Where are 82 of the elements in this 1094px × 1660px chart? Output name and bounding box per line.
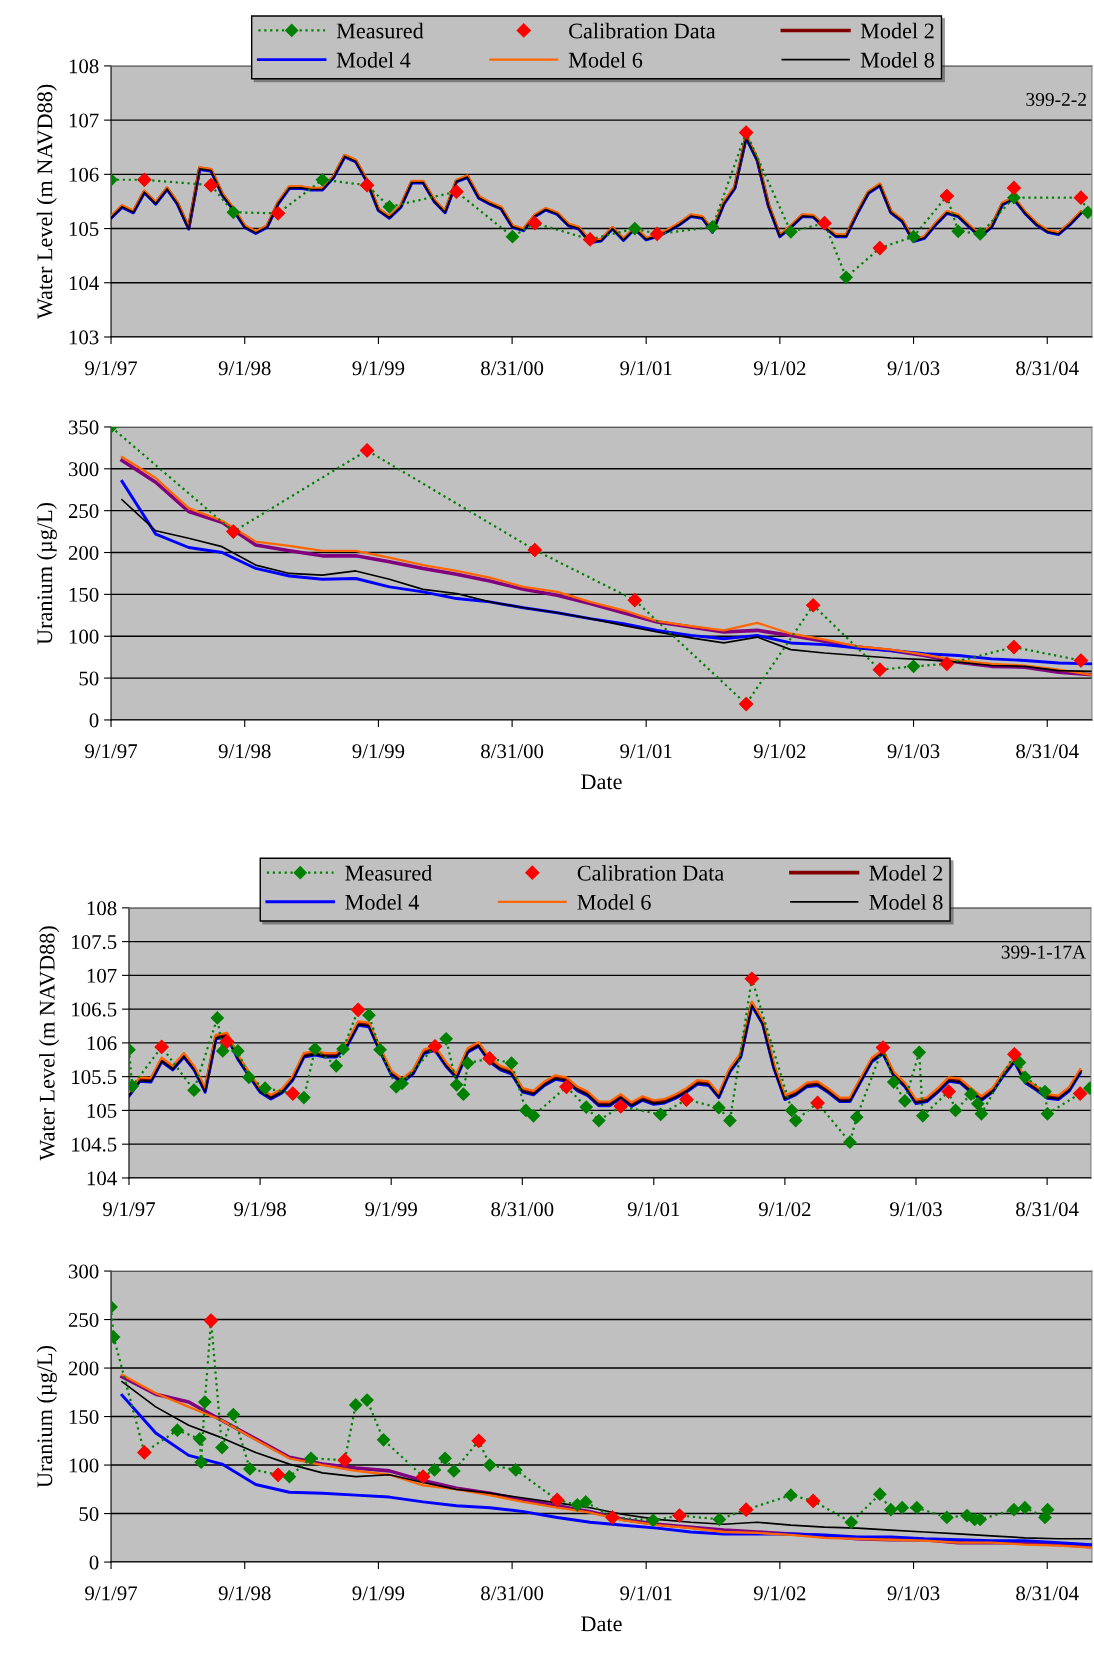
- x-tick-label: 8/31/00: [481, 361, 544, 376]
- y-tick-label: 105.5: [72, 1070, 117, 1085]
- y-tick-label: 105: [87, 1103, 117, 1118]
- x-tick-label: 8/31/04: [1016, 1202, 1079, 1217]
- y-tick-label: 0: [89, 1555, 99, 1570]
- y-tick-label: 0: [89, 713, 99, 728]
- y-tick-label: 106: [69, 167, 99, 182]
- x-tick-label: 8/31/04: [1016, 361, 1079, 376]
- y-tick-label: 106.5: [72, 1002, 117, 1017]
- x-tick-label: 9/1/01: [627, 1202, 680, 1217]
- y-tick-label: 103: [69, 330, 99, 345]
- x-tick-label: 9/1/98: [218, 1586, 271, 1601]
- x-tick-label: 9/1/03: [887, 361, 940, 376]
- x-tick-label: 8/31/00: [481, 1586, 544, 1601]
- legend-label: Model 4: [336, 52, 411, 68]
- y-axis-title: Water Level (m NAVD88): [39, 926, 60, 1161]
- x-tick-label: 9/1/03: [890, 1202, 942, 1217]
- x-tick-label: 9/1/97: [103, 1202, 156, 1217]
- legend-label: Model 6: [568, 52, 643, 68]
- x-tick-label: 8/31/00: [481, 744, 544, 759]
- legend-label: Measured: [336, 22, 424, 39]
- y-tick-label: 150: [69, 1409, 99, 1424]
- y-tick-label: 108: [69, 59, 99, 74]
- legend-label: Model 8: [860, 52, 934, 68]
- x-tick-label: 9/1/02: [758, 1202, 811, 1217]
- y-tick-label: 107.5: [72, 934, 117, 950]
- y-tick-label: 107: [69, 113, 99, 128]
- x-tick-label: 9/1/03: [887, 1586, 940, 1601]
- y-tick-label: 350: [68, 420, 99, 435]
- legend-label: Model 6: [577, 894, 651, 910]
- x-tick-label: 9/1/02: [753, 744, 806, 759]
- x-tick-label: 9/1/97: [85, 361, 138, 376]
- legend-label: Model 8: [869, 894, 943, 910]
- annotation: 399-2-2: [1026, 92, 1086, 107]
- legend-label: Model 4: [345, 894, 420, 910]
- x-tick-label: 8/31/04: [1016, 1586, 1079, 1601]
- y-tick-label: 100: [69, 629, 99, 644]
- x-tick-label: 9/1/98: [218, 744, 271, 759]
- y-tick-label: 106: [87, 1036, 117, 1051]
- legend-label: Model 2: [869, 865, 943, 881]
- y-axis-title: Water Level (m NAVD88): [36, 84, 57, 320]
- legend-label: Model 2: [860, 22, 934, 39]
- x-tick-label: 8/31/00: [491, 1202, 554, 1217]
- y-tick-label: 250: [68, 1312, 99, 1327]
- y-axis-title: Uranium (µg/L): [36, 1346, 57, 1488]
- y-tick-label: 50: [79, 671, 99, 686]
- y-tick-label: 104: [87, 1171, 117, 1186]
- x-axis-title: Date: [581, 1616, 622, 1632]
- x-tick-label: 9/1/98: [218, 361, 271, 376]
- y-tick-label: 100: [69, 1458, 99, 1473]
- y-tick-label: 105: [69, 221, 99, 236]
- y-tick-label: 50: [79, 1506, 99, 1521]
- x-tick-label: 9/1/99: [352, 744, 405, 759]
- x-tick-label: 9/1/98: [234, 1202, 286, 1217]
- annotation: 399-1-17A: [1001, 945, 1086, 959]
- x-tick-label: 9/1/02: [753, 1586, 806, 1601]
- y-tick-label: 108: [87, 901, 117, 916]
- legend-label: Calibration Data: [577, 865, 724, 881]
- y-tick-label: 250: [68, 504, 99, 519]
- y-tick-label: 104: [69, 276, 99, 291]
- x-tick-label: 9/1/97: [85, 744, 138, 759]
- x-tick-label: 9/1/03: [887, 744, 940, 759]
- x-tick-label: 9/1/02: [753, 361, 806, 376]
- y-tick-label: 200: [68, 545, 99, 560]
- x-tick-label: 9/1/99: [352, 361, 405, 376]
- y-tick-label: 200: [68, 1361, 99, 1376]
- x-tick-label: 8/31/04: [1016, 744, 1079, 759]
- x-tick-label: 9/1/01: [620, 361, 672, 376]
- y-tick-label: 107: [87, 968, 117, 983]
- y-tick-label: 300: [68, 462, 99, 477]
- y-tick-label: 150: [69, 587, 99, 602]
- x-tick-label: 9/1/99: [365, 1202, 417, 1217]
- y-tick-label: 300: [68, 1264, 99, 1279]
- x-axis-title: Date: [581, 774, 622, 790]
- legend-label: Calibration Data: [569, 22, 716, 39]
- legend-label: Measured: [345, 865, 433, 881]
- x-tick-label: 9/1/97: [85, 1586, 138, 1601]
- x-tick-label: 9/1/99: [352, 1586, 405, 1601]
- y-axis-title: Uranium (µg/L): [36, 502, 57, 645]
- y-tick-label: 104.5: [72, 1137, 117, 1152]
- x-tick-label: 9/1/01: [620, 744, 672, 759]
- x-tick-label: 9/1/01: [620, 1586, 672, 1601]
